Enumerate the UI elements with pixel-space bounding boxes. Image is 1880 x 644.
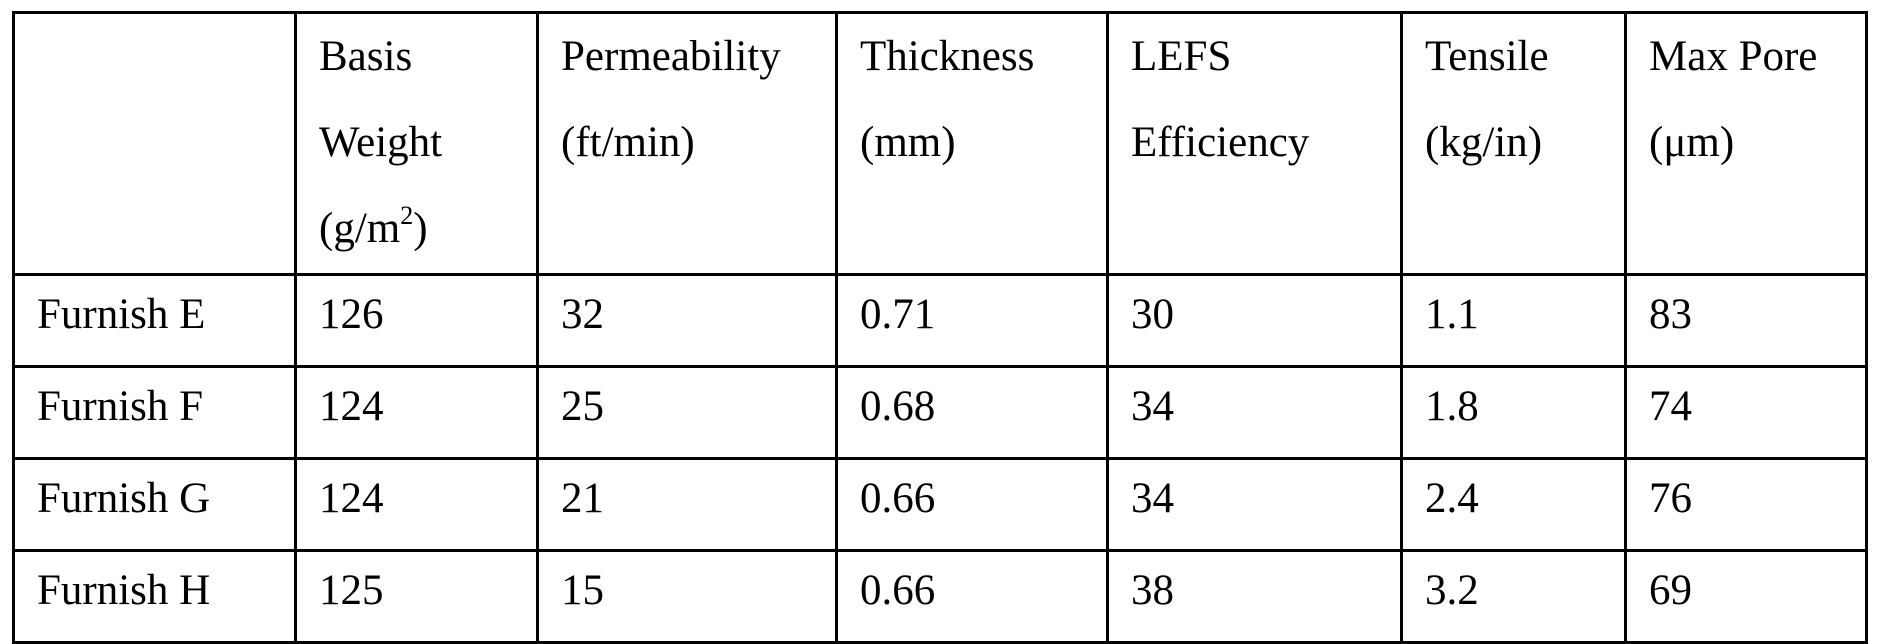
header-empty: [14, 13, 296, 275]
cell-max-pore: 83: [1626, 275, 1867, 367]
cell-permeability: 15: [538, 551, 837, 643]
table-row: Furnish G124210.66342.476: [14, 459, 1867, 551]
cell-tensile: 1.1: [1402, 275, 1626, 367]
header-unit: (g/m2): [319, 186, 536, 272]
cell-lefs-efficiency: 34: [1108, 459, 1402, 551]
header-line: (ft/min): [561, 100, 835, 186]
header-permeability: Permeability (ft/min): [538, 13, 837, 275]
cell-basis-weight: 126: [296, 275, 538, 367]
cell-lefs-efficiency: 30: [1108, 275, 1402, 367]
header-max-pore: Max Pore (μm): [1626, 13, 1867, 275]
data-table: Basis Weight (g/m2) Permeability (ft/min…: [12, 11, 1868, 644]
cell-thickness: 0.68: [837, 367, 1108, 459]
header-line: LEFS: [1131, 14, 1400, 100]
table-row: Furnish F124250.68341.874: [14, 367, 1867, 459]
header-line: Weight: [319, 100, 536, 186]
cell-max-pore: 69: [1626, 551, 1867, 643]
header-line: Permeability: [561, 14, 835, 100]
cell-basis-weight: 124: [296, 367, 538, 459]
cell-furnish: Furnish G: [14, 459, 296, 551]
cell-furnish: Furnish H: [14, 551, 296, 643]
cell-lefs-efficiency: 38: [1108, 551, 1402, 643]
unit-superscript: 2: [400, 201, 413, 230]
cell-basis-weight: 125: [296, 551, 538, 643]
header-line: (μm): [1649, 100, 1865, 186]
cell-permeability: 21: [538, 459, 837, 551]
header-tensile: Tensile (kg/in): [1402, 13, 1626, 275]
header-line: Basis: [319, 14, 536, 100]
cell-lefs-efficiency: 34: [1108, 367, 1402, 459]
cell-furnish: Furnish F: [14, 367, 296, 459]
cell-thickness: 0.66: [837, 551, 1108, 643]
cell-max-pore: 74: [1626, 367, 1867, 459]
cell-tensile: 3.2: [1402, 551, 1626, 643]
cell-thickness: 0.66: [837, 459, 1108, 551]
cell-permeability: 25: [538, 367, 837, 459]
cell-tensile: 2.4: [1402, 459, 1626, 551]
cell-tensile: 1.8: [1402, 367, 1626, 459]
table-row: Furnish H125150.66383.269: [14, 551, 1867, 643]
cell-permeability: 32: [538, 275, 837, 367]
header-row: Basis Weight (g/m2) Permeability (ft/min…: [14, 13, 1867, 275]
unit-text: (g/m: [319, 205, 400, 252]
cell-furnish: Furnish E: [14, 275, 296, 367]
header-line: (mm): [860, 100, 1106, 186]
cell-thickness: 0.71: [837, 275, 1108, 367]
header-thickness: Thickness (mm): [837, 13, 1108, 275]
header-line: Efficiency: [1131, 100, 1400, 186]
header-line: Thickness: [860, 14, 1106, 100]
table-row: Furnish E126320.71301.183: [14, 275, 1867, 367]
cell-basis-weight: 124: [296, 459, 538, 551]
cell-max-pore: 76: [1626, 459, 1867, 551]
header-line: Tensile: [1425, 14, 1624, 100]
header-basis-weight: Basis Weight (g/m2): [296, 13, 538, 275]
header-lefs-efficiency: LEFS Efficiency: [1108, 13, 1402, 275]
unit-text: ): [413, 205, 427, 252]
header-line: Max Pore: [1649, 14, 1865, 100]
header-line: (kg/in): [1425, 100, 1624, 186]
